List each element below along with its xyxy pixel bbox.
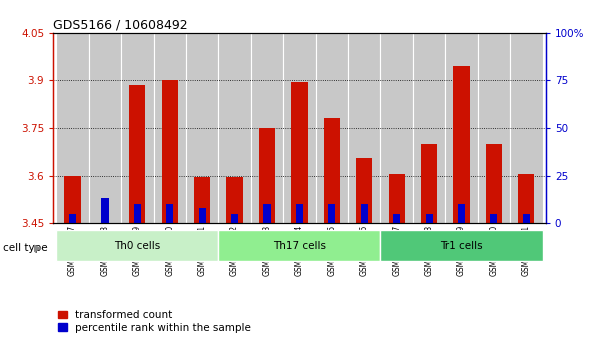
Bar: [69, 214, 76, 223]
Bar: [316, 33, 348, 223]
Bar: [64, 176, 81, 223]
Bar: [393, 214, 400, 223]
Text: Tr1 cells: Tr1 cells: [440, 241, 483, 251]
Bar: [356, 158, 372, 223]
Bar: [518, 174, 535, 223]
Bar: [324, 118, 340, 223]
Bar: [486, 144, 502, 223]
Bar: [478, 33, 510, 223]
Bar: [259, 128, 275, 223]
Text: Th17 cells: Th17 cells: [273, 241, 326, 251]
Bar: [328, 204, 335, 223]
Legend: transformed count, percentile rank within the sample: transformed count, percentile rank withi…: [58, 310, 251, 333]
Bar: [166, 204, 173, 223]
Bar: [490, 214, 497, 223]
Text: Th0 cells: Th0 cells: [114, 241, 160, 251]
Bar: [56, 33, 88, 223]
Bar: [194, 177, 210, 223]
Bar: [360, 204, 368, 223]
Bar: [162, 80, 178, 223]
Bar: [425, 214, 432, 223]
Bar: [231, 214, 238, 223]
Bar: [218, 231, 381, 261]
Bar: [348, 33, 381, 223]
Bar: [227, 177, 242, 223]
Bar: [291, 82, 307, 223]
Bar: [283, 33, 316, 223]
Bar: [296, 204, 303, 223]
Bar: [199, 208, 206, 223]
Bar: [381, 231, 543, 261]
Bar: [88, 33, 121, 223]
Text: ▶: ▶: [34, 242, 42, 253]
Bar: [421, 144, 437, 223]
Bar: [445, 33, 478, 223]
Bar: [458, 204, 465, 223]
Bar: [186, 33, 218, 223]
Bar: [264, 204, 271, 223]
Bar: [389, 174, 405, 223]
Bar: [413, 33, 445, 223]
Text: cell type: cell type: [3, 242, 48, 253]
Bar: [101, 199, 109, 223]
Bar: [218, 33, 251, 223]
Bar: [153, 33, 186, 223]
Bar: [56, 231, 218, 261]
Bar: [121, 33, 153, 223]
Bar: [523, 214, 530, 223]
Bar: [453, 66, 470, 223]
Bar: [129, 85, 146, 223]
Bar: [381, 33, 413, 223]
Text: GDS5166 / 10608492: GDS5166 / 10608492: [53, 19, 188, 32]
Bar: [510, 33, 543, 223]
Bar: [134, 204, 141, 223]
Bar: [251, 33, 283, 223]
